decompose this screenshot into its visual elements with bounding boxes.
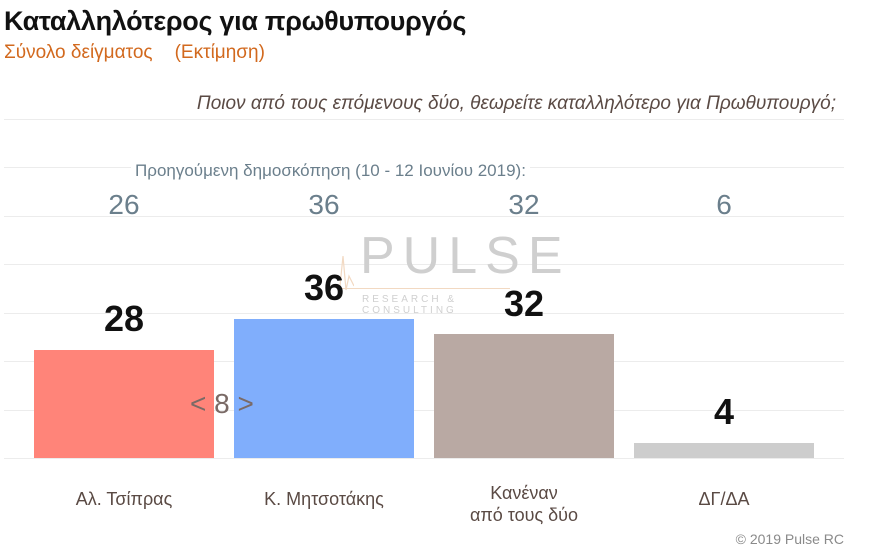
category-label: Κ. Μητσοτάκης bbox=[234, 488, 414, 510]
bar-value: 32 bbox=[503, 283, 545, 324]
category-line: από τους δύο bbox=[469, 505, 579, 525]
gridline bbox=[4, 361, 844, 362]
category-line: Κ. Μητσοτάκης bbox=[264, 489, 384, 509]
previous-poll-label: Προηγούμενη δημοσκόπηση (10 - 12 Ιουνίου… bbox=[131, 161, 530, 181]
bar-neither bbox=[434, 334, 614, 458]
category-label: ΔΓ/ΔΑ bbox=[634, 488, 814, 510]
gridline bbox=[4, 410, 844, 411]
gridline bbox=[4, 264, 844, 265]
gridline bbox=[4, 313, 844, 314]
difference-annotation: < 8 > bbox=[190, 388, 254, 419]
gridline bbox=[4, 119, 844, 120]
bar-value: 4 bbox=[713, 391, 735, 432]
chart-title: Καταλληλότερος για πρωθυπουργός bbox=[4, 6, 467, 36]
subtitle-sample: Σύνολο δείγματος bbox=[4, 42, 153, 63]
previous-value: 26 bbox=[108, 189, 140, 220]
category-line: ΔΓ/ΔΑ bbox=[698, 489, 750, 509]
previous-value: 6 bbox=[716, 189, 732, 220]
bar-tsipras bbox=[34, 350, 214, 458]
category-label: Αλ. Τσίπρας bbox=[34, 488, 214, 510]
category-label: Κανέναν από τους δύο bbox=[434, 482, 614, 526]
chart-subtitle: Σύνολο δείγματος (Εκτίμηση) bbox=[4, 42, 265, 64]
copyright: © 2019 Pulse RC bbox=[735, 531, 844, 547]
gridline bbox=[4, 216, 844, 217]
gridline bbox=[4, 458, 844, 459]
category-line: Αλ. Τσίπρας bbox=[75, 489, 173, 509]
category-line: Κανέναν bbox=[490, 483, 558, 503]
subtitle-estimate: (Εκτίμηση) bbox=[174, 42, 265, 63]
survey-question: Ποιον από τους επόμενους δύο, θεωρείτε κ… bbox=[196, 93, 836, 114]
previous-value: 32 bbox=[508, 189, 540, 220]
bar-value: 36 bbox=[303, 267, 345, 308]
previous-value: 36 bbox=[308, 189, 340, 220]
bar-dk-na bbox=[634, 443, 814, 458]
bar-value: 28 bbox=[103, 298, 145, 339]
bar-mitsotakis bbox=[234, 319, 414, 458]
